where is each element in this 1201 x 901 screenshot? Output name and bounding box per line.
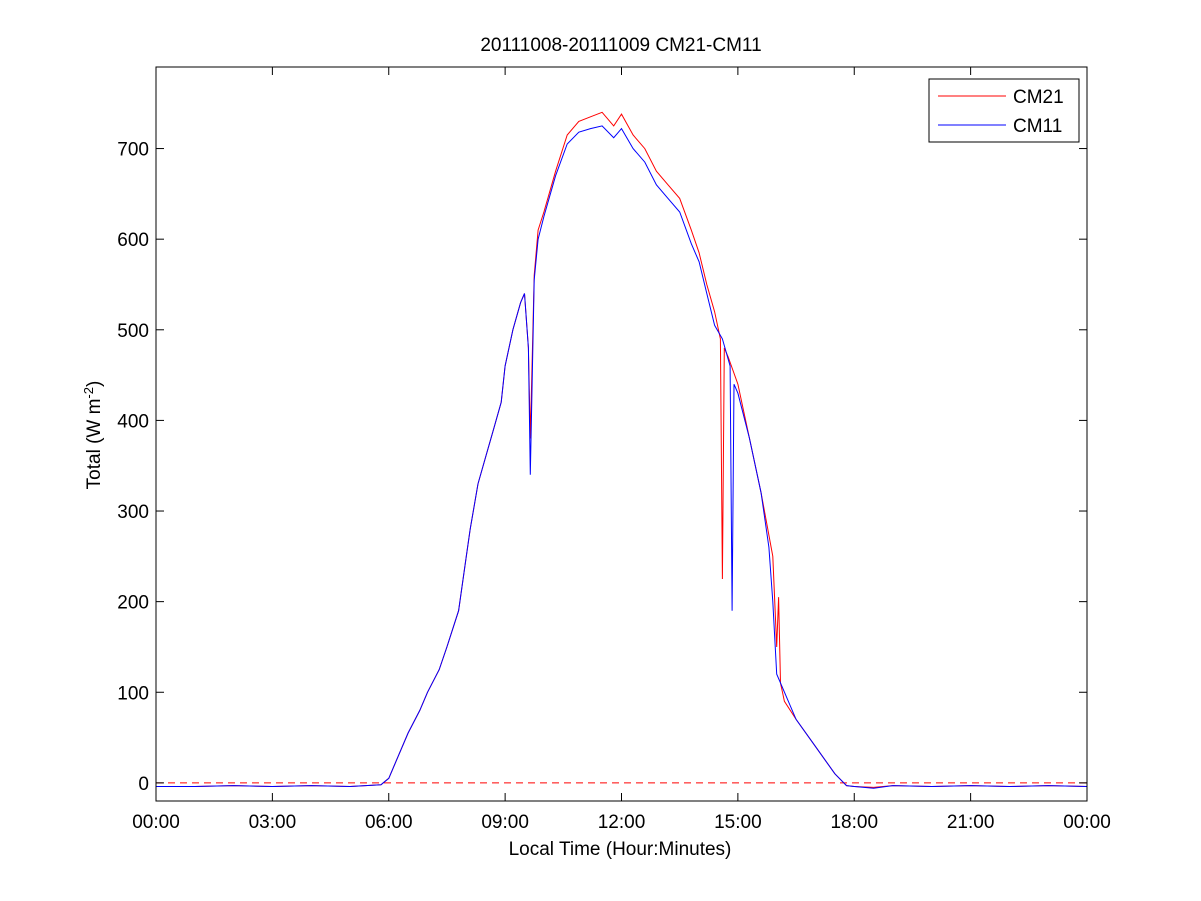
y-tick-label: 100	[117, 683, 149, 704]
y-tick-label: 0	[138, 774, 149, 795]
x-tick-label: 00:00	[132, 812, 180, 833]
x-tick-label: 21:00	[947, 812, 995, 833]
y-axis-label-sup: -2	[81, 387, 96, 399]
y-tick-label: 300	[117, 502, 149, 523]
x-tick-label: 00:00	[1063, 812, 1111, 833]
y-axis-label-close: )	[84, 381, 105, 387]
legend: CM21 CM11	[928, 78, 1080, 143]
x-tick-label: 12:00	[598, 812, 646, 833]
y-tick-label: 500	[117, 321, 149, 342]
x-tick-label: 03:00	[249, 812, 297, 833]
series-line-cm11	[156, 125, 1088, 789]
y-axis-label-main: Total (W m	[84, 399, 105, 490]
y-tick-label: 200	[117, 593, 149, 614]
x-tick-label: 18:00	[830, 812, 878, 833]
x-tick-label: 15:00	[714, 812, 762, 833]
legend-box	[928, 78, 1080, 143]
x-tick-label: 09:00	[481, 812, 529, 833]
plot-area: 00:00 03:00 06:00 09:00 12:00 15:00 18:00 21:00…	[117, 66, 1111, 833]
legend-label-cm21: CM21	[1013, 87, 1064, 108]
legend-label-cm11: CM11	[1013, 116, 1062, 137]
x-tick-label: 06:00	[365, 812, 413, 833]
y-axis-label: Total (W m-2)	[81, 381, 105, 490]
y-tick-label: 600	[117, 230, 149, 251]
y-tick-label: 700	[117, 140, 149, 161]
chart-title: 20111008-20111009 CM21-CM11	[480, 35, 761, 56]
y-tick-label: 400	[117, 411, 149, 432]
x-axis-label: Local Time (Hour:Minutes)	[509, 839, 732, 860]
